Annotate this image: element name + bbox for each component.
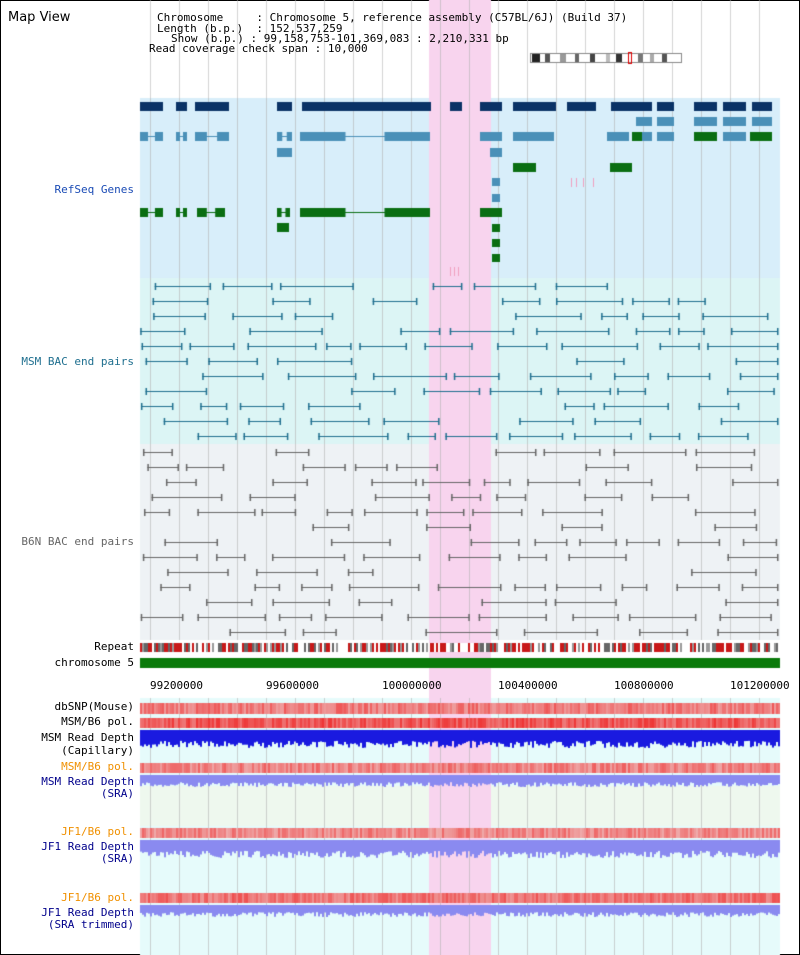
msm-depth-sra-sub-label: (SRA): [100, 787, 134, 800]
axis-tick: 100800000: [614, 679, 674, 692]
b6n-bac-track-label[interactable]: B6N BAC end pairs: [21, 535, 134, 548]
axis-tick: 100400000: [498, 679, 558, 692]
jf1-pol2-track-label: JF1/B6 pol.: [61, 891, 134, 904]
chromosome-track-label: chromosome 5: [54, 656, 134, 669]
length-info-row: Length (b.p.) : 152,537,259: [157, 22, 343, 35]
jf1-pol-track-label: JF1/B6 pol.: [61, 825, 134, 838]
msm-depth-cap-label: MSM Read Depth: [41, 731, 134, 744]
show-label: Show (b.p.): [171, 32, 244, 45]
length-value: 152,537,259: [269, 22, 343, 35]
axis-tick: 99200000: [150, 679, 203, 692]
jf1-trim-label: JF1 Read Depth: [41, 906, 134, 919]
msm-pol-track-label: MSM/B6 pol.: [61, 715, 134, 728]
chromosome-info-row: Chromosome : Chromosome 5, reference ass…: [157, 11, 628, 24]
chromosome-value: Chromosome 5, reference assembly (C57BL/…: [269, 11, 628, 24]
chromosome-ideogram[interactable]: [530, 52, 682, 64]
msm-depth-sra-label: MSM Read Depth: [41, 775, 134, 788]
msm-bac-track-label[interactable]: MSM BAC end pairs: [21, 355, 134, 368]
msm-depth-cap-sub-label: (Capillary): [61, 744, 134, 757]
repeat-track-label: Repeat: [94, 640, 134, 653]
coverage-label: Read coverage check span: [149, 42, 308, 55]
page-title: Map View: [8, 10, 71, 25]
coverage-info-row: Read coverage check span : 10,000: [149, 42, 368, 55]
jf1-depth-sub-label: (SRA): [100, 852, 134, 865]
axis-tick: 99600000: [266, 679, 319, 692]
show-info-row: Show (b.p.) : 99,158,753-101,369,083 : 2…: [171, 32, 509, 45]
dbsnp-track-label: dbSNP(Mouse): [54, 700, 134, 713]
length-label: Length (b.p.): [157, 22, 244, 35]
coverage-value: 10,000: [327, 42, 368, 55]
jf1-depth-label: JF1 Read Depth: [41, 840, 134, 853]
chromosome-label: Chromosome: [157, 11, 224, 24]
show-value: 99,158,753-101,369,083 : 2,210,331 bp: [263, 32, 509, 45]
axis-tick: 100000000: [382, 679, 442, 692]
refseq-track-label[interactable]: RefSeq Genes: [54, 183, 134, 196]
jf1-trim-sub-label: (SRA trimmed): [47, 918, 134, 931]
msm-pol2-track-label: MSM/B6 pol.: [61, 760, 134, 773]
axis-tick: 101200000: [730, 679, 790, 692]
